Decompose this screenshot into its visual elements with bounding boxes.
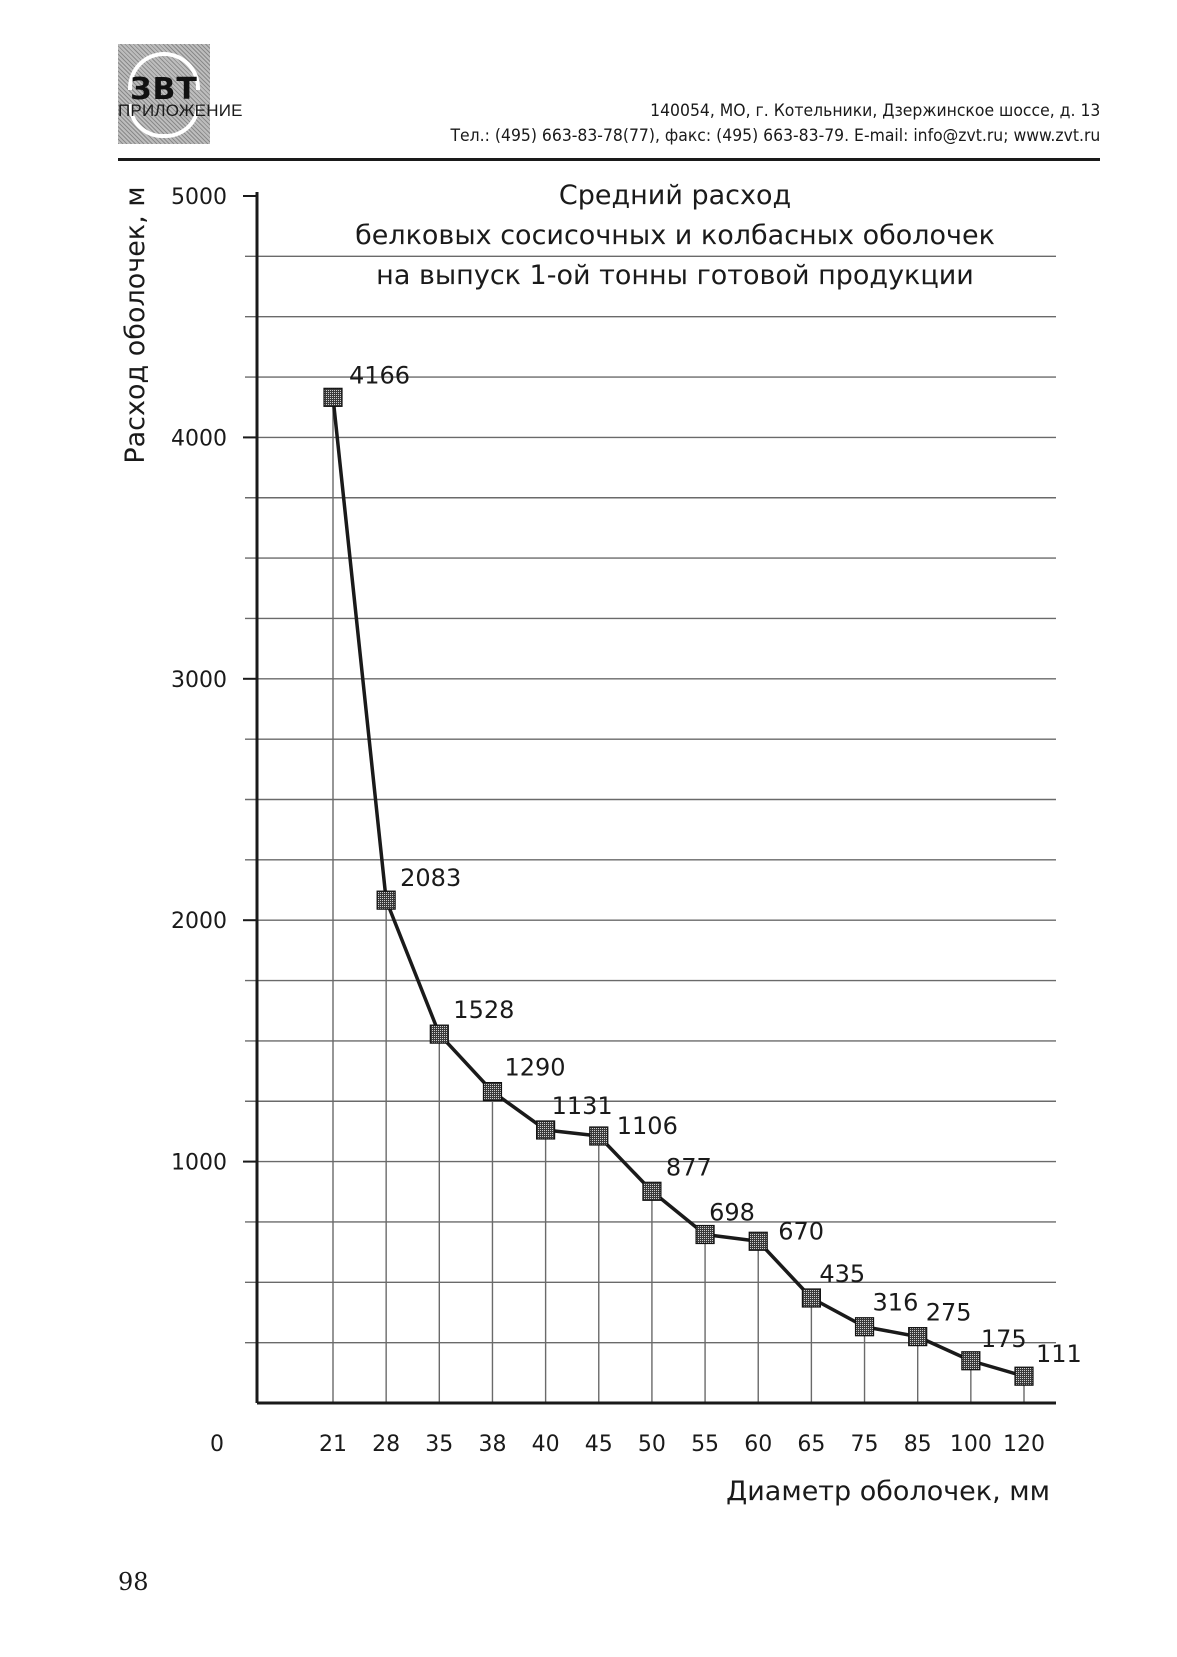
company-logo: ЗВТ — [118, 44, 210, 144]
data-label: 1106 — [617, 1112, 678, 1140]
data-point-marker — [536, 1120, 556, 1140]
x-tick-label: 55 — [691, 1432, 719, 1457]
data-label: 1528 — [453, 996, 514, 1024]
data-point-marker — [908, 1327, 928, 1347]
data-label: 877 — [666, 1153, 712, 1181]
chart-title-line: Средний расход — [559, 180, 791, 211]
page-number: 98 — [118, 1568, 149, 1596]
x-tick-label: 45 — [585, 1432, 613, 1457]
x-tick-label: 85 — [904, 1432, 932, 1457]
data-point-marker — [482, 1081, 503, 1102]
header-rule — [118, 158, 1100, 161]
y-tick-label: 3000 — [171, 668, 227, 693]
data-point-marker — [642, 1181, 662, 1201]
x-tick-label: 28 — [372, 1432, 400, 1457]
y-tick-label: 5000 — [171, 185, 227, 210]
data-label: 1290 — [504, 1054, 565, 1082]
page-header: ЗВТ ПРИЛОЖЕНИЕ 140054, МО, г. Котельники… — [118, 44, 1100, 162]
data-point-marker — [376, 890, 396, 910]
x-tick-label: 75 — [851, 1432, 879, 1457]
chart-title-line: белковых сосисочных и колбасных оболочек — [355, 220, 995, 251]
y-axis-title: Расход оболочек, м — [120, 186, 151, 463]
x-tick-label: 100 — [950, 1432, 992, 1457]
x-tick-label: 120 — [1003, 1432, 1045, 1457]
data-label: 2083 — [400, 864, 461, 892]
x-tick-label: 38 — [478, 1432, 506, 1457]
data-label: 698 — [709, 1199, 755, 1227]
x-tick-label: 40 — [532, 1432, 560, 1457]
data-label: 316 — [873, 1289, 919, 1317]
company-contacts: Тел.: (495) 663-83-78(77), факс: (495) 6… — [450, 126, 1100, 146]
data-point-marker — [323, 387, 343, 407]
x-tick-label: 60 — [744, 1432, 772, 1457]
y-tick-label: 1000 — [171, 1151, 227, 1176]
x-tick-label: 65 — [797, 1432, 825, 1457]
section-label: ПРИЛОЖЕНИЕ — [118, 101, 243, 120]
data-point-marker — [589, 1126, 609, 1146]
data-point-marker — [961, 1351, 981, 1371]
x-tick-label: 50 — [638, 1432, 666, 1457]
data-label: 1131 — [552, 1092, 613, 1120]
company-address: 140054, МО, г. Котельники, Дзержинское ш… — [649, 101, 1100, 121]
origin-label: 0 — [210, 1432, 224, 1457]
data-label: 275 — [926, 1299, 972, 1327]
data-label: 4166 — [349, 361, 410, 389]
data-point-marker — [748, 1231, 768, 1251]
data-label: 435 — [819, 1260, 865, 1288]
logo-brand-text: ЗВТ — [130, 72, 198, 107]
data-point-marker — [854, 1317, 875, 1337]
data-label: 175 — [981, 1325, 1027, 1353]
x-tick-label: 21 — [319, 1432, 347, 1457]
data-point-marker — [429, 1024, 449, 1044]
x-tick-label: 35 — [425, 1432, 453, 1457]
data-point-marker — [1014, 1366, 1034, 1386]
data-point-marker — [695, 1224, 715, 1245]
x-axis-title: Диаметр оболочек, мм — [726, 1476, 1050, 1507]
y-tick-label: 4000 — [171, 426, 227, 451]
y-tick-label: 2000 — [171, 909, 227, 934]
data-point-marker — [801, 1288, 821, 1308]
chart-title-line: на выпуск 1-ой тонны готовой продукции — [376, 260, 974, 291]
data-label: 670 — [778, 1217, 824, 1245]
data-label: 111 — [1036, 1340, 1082, 1368]
